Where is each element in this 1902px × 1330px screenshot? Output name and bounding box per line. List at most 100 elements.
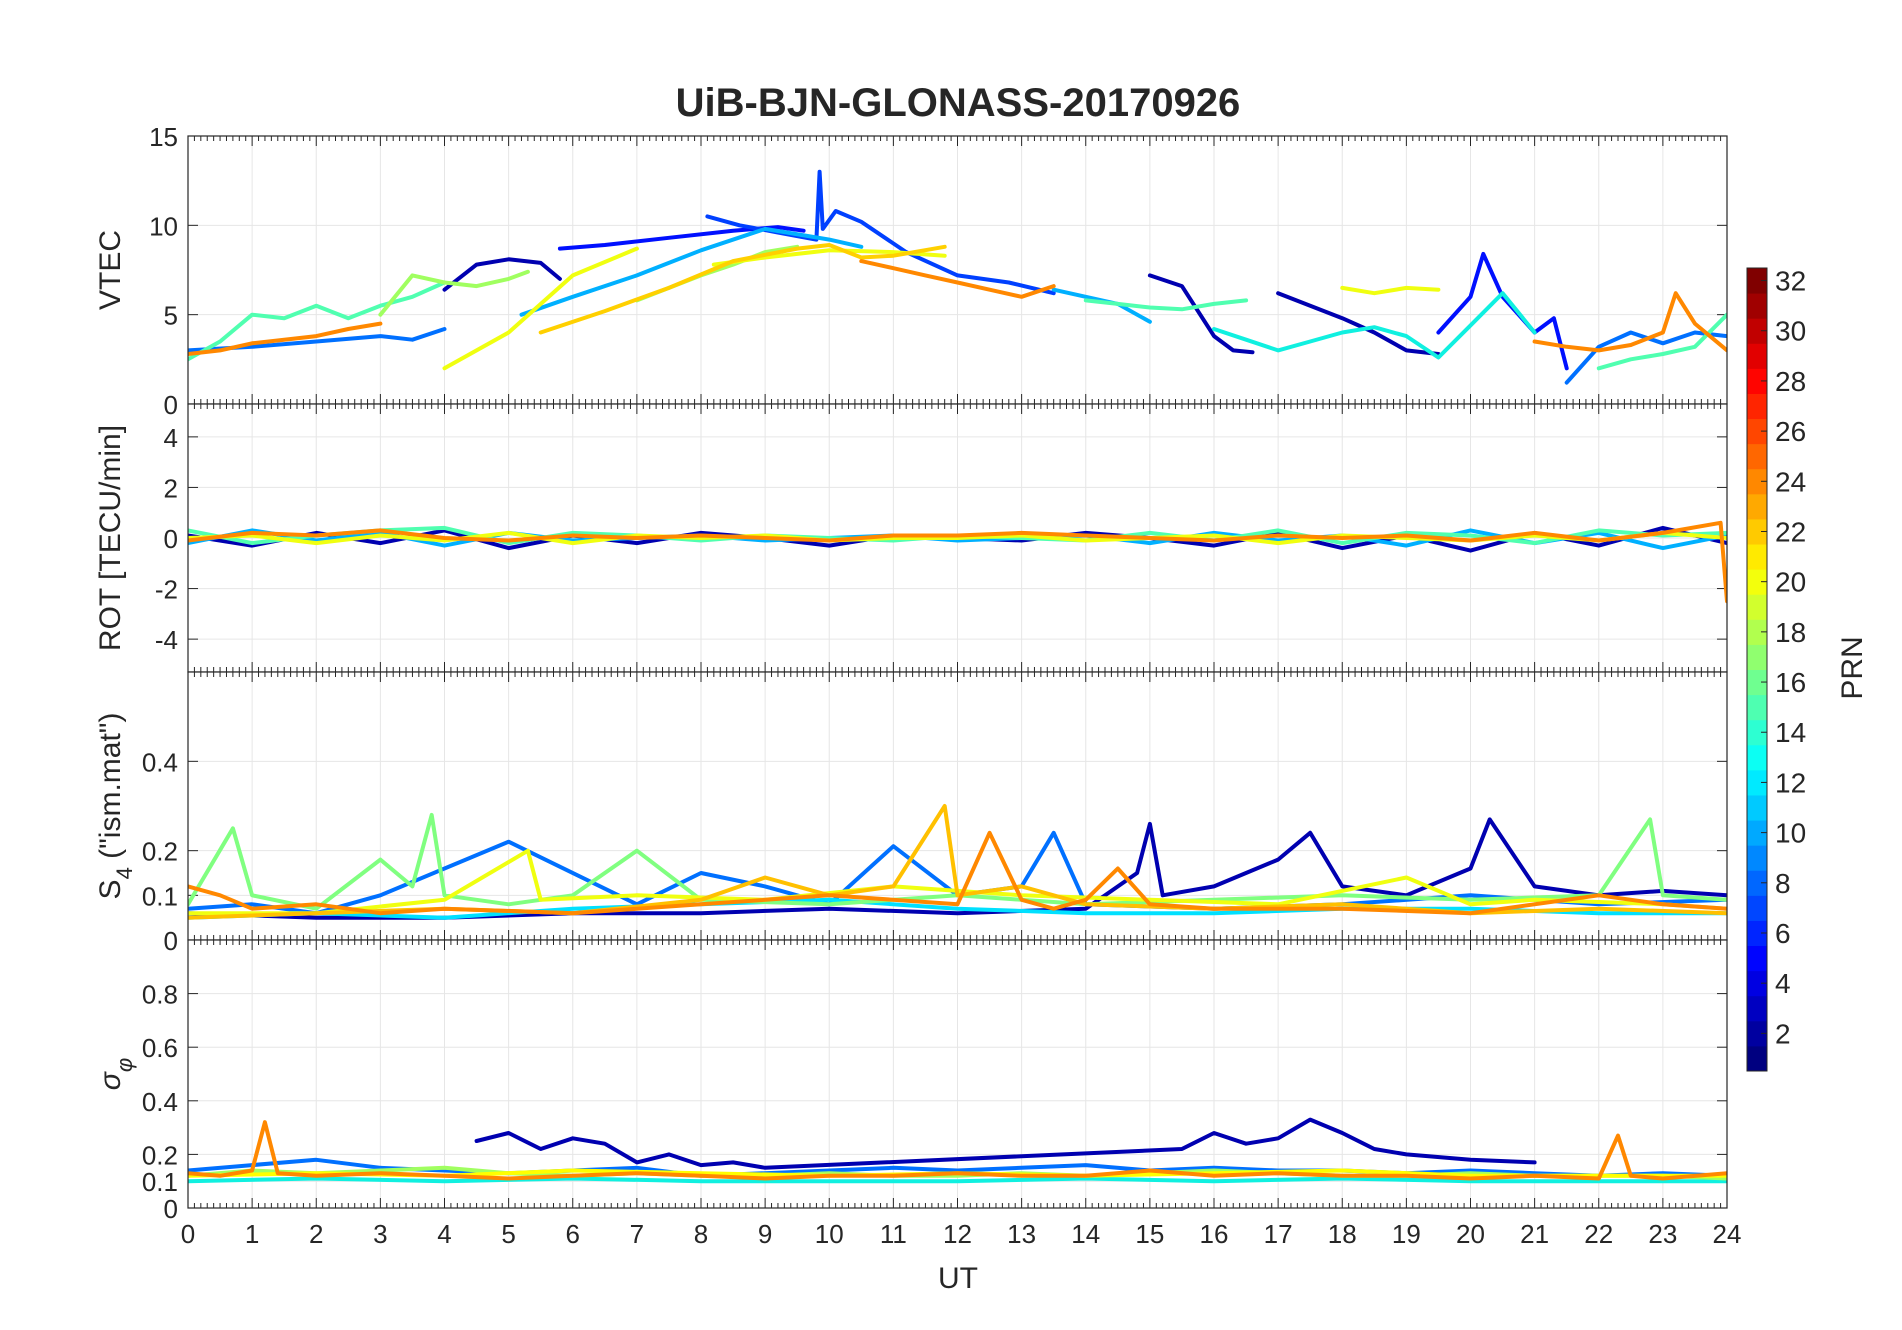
- x-tick-label: 13: [1007, 1219, 1036, 1249]
- colorbar-tick-label: 26: [1775, 416, 1806, 447]
- x-tick-label: 12: [943, 1219, 972, 1249]
- colorbar-swatch: [1747, 268, 1767, 294]
- colorbar-swatch: [1747, 544, 1767, 570]
- panel-s4: 00.10.20.4S4 ("ism.mat"): [94, 671, 1728, 956]
- y-tick-label: 0.1: [142, 1167, 178, 1197]
- series-group: [188, 1117, 1727, 1184]
- colorbar-tick-label: 10: [1775, 818, 1806, 849]
- colorbar-swatch: [1747, 719, 1767, 746]
- y-tick-label: 0: [164, 1194, 178, 1224]
- colorbar-swatch: [1747, 995, 1767, 1022]
- x-axis: 0 1 2 3 4 5 6 7 8 9 10 11 12 13 14 15 16 17 18 19 20 21 22 23 24: [181, 1219, 1742, 1249]
- series-prn-15: [1083, 298, 1249, 312]
- y-tick-label: 0.1: [142, 881, 178, 911]
- colorbar-swatch: [1747, 920, 1767, 947]
- colorbar-tick-label: 18: [1775, 617, 1806, 648]
- colorbar-tick-label: 30: [1775, 316, 1806, 347]
- panel-rot: -4 -2 0 2 4 ROT [TECU/min]: [94, 403, 1728, 673]
- y-axis-label: ROT [TECU/min]: [94, 425, 127, 651]
- colorbar-swatch: [1747, 368, 1767, 394]
- x-tick-label: 18: [1328, 1219, 1357, 1249]
- x-tick-label: 2: [309, 1219, 323, 1249]
- colorbar-swatch: [1747, 945, 1767, 972]
- colorbar-swatch: [1747, 594, 1767, 620]
- chart-title: UiB-BJN-GLONASS-20170926: [676, 81, 1241, 125]
- colorbar-swatch: [1747, 443, 1767, 470]
- y-tick-label: 10: [149, 211, 178, 241]
- series-prn-15: [188, 280, 447, 362]
- series-prn-17: [188, 1165, 1727, 1181]
- series-prn-23: [188, 1120, 1727, 1181]
- y-axis-label: VTEC: [94, 230, 127, 310]
- series-prn-2: [474, 1117, 1537, 1170]
- colorbar-tick-label: 12: [1775, 767, 1806, 798]
- series-prn-4: [557, 225, 806, 251]
- colorbar-tick-label: 2: [1775, 1018, 1791, 1049]
- colorbar-swatch: [1747, 619, 1767, 645]
- series-prn-23: [188, 520, 1727, 604]
- x-tick-label: 14: [1071, 1219, 1100, 1249]
- colorbar-swatch: [1747, 518, 1767, 545]
- y-axis-label-sub: φ: [112, 1058, 137, 1072]
- colorbar-swatch: [1747, 845, 1767, 871]
- x-tick-label: 11: [880, 1219, 907, 1249]
- colorbar-swatch: [1747, 970, 1767, 997]
- colorbar-swatch: [1747, 468, 1767, 495]
- x-tick-label: 9: [758, 1219, 772, 1249]
- x-tick-label: 1: [245, 1219, 259, 1249]
- colorbar-swatch: [1747, 769, 1767, 796]
- y-tick-label: 0.2: [142, 1140, 178, 1170]
- x-tick-label: 16: [1200, 1219, 1229, 1249]
- colorbar-swatch: [1747, 493, 1767, 520]
- colorbar-swatch: [1747, 744, 1767, 771]
- x-tick-label: 0: [181, 1219, 195, 1249]
- series-prn-10: [519, 226, 864, 317]
- colorbar-swatch: [1747, 794, 1767, 821]
- colorbar-tick-label: 16: [1775, 667, 1806, 698]
- series-prn-23: [188, 321, 383, 356]
- colorbar-swatch: [1747, 418, 1767, 445]
- series-prn-7: [188, 1157, 1727, 1178]
- x-tick-label: 4: [437, 1219, 451, 1249]
- x-tick-label: 8: [694, 1219, 708, 1249]
- y-axis-label-main: σ: [94, 1070, 127, 1090]
- series-prn-2: [188, 817, 1727, 920]
- colorbar-tick-label: 6: [1775, 918, 1791, 949]
- colorbar-swatch: [1747, 820, 1767, 846]
- colorbar-tick-label: 32: [1775, 266, 1806, 297]
- series-prn-23: [188, 830, 1727, 916]
- x-tick-label: 23: [1648, 1219, 1677, 1249]
- colorbar-tick-label: 4: [1775, 968, 1791, 999]
- series-group: [188, 804, 1727, 920]
- y-tick-label: 0.2: [142, 837, 178, 867]
- series-prn-19: [442, 246, 639, 371]
- series-prn-17: [378, 269, 530, 317]
- colorbar-border: [1746, 267, 1768, 1072]
- y-tick-label: 0: [164, 390, 178, 420]
- y-tick-label: 0: [164, 524, 178, 554]
- series-prn-23: [1532, 291, 1727, 353]
- y-axis-label-main: S: [94, 879, 127, 899]
- colorbar-tick-label: 14: [1775, 717, 1806, 748]
- colorbar-tick-label: 8: [1775, 868, 1791, 899]
- x-tick-label: 20: [1456, 1219, 1485, 1249]
- series-prn-21: [538, 243, 947, 335]
- colorbar-swatch: [1747, 1045, 1767, 1072]
- series-prn-4: [1436, 251, 1569, 371]
- colorbar-tick-label: 20: [1775, 567, 1806, 598]
- panel-sigma: 00.10.2 0.4 0.6 0.8 σφ: [94, 939, 1728, 1224]
- x-tick-label: 19: [1392, 1219, 1421, 1249]
- y-tick-label: 5: [164, 301, 178, 331]
- x-tick-label: 3: [373, 1219, 387, 1249]
- colorbar-swatch: [1747, 644, 1767, 670]
- series-prn-23: [859, 259, 1056, 299]
- y-tick-label: 0.4: [142, 1087, 178, 1117]
- y-axis-label: σφ: [94, 1058, 137, 1090]
- series-prn-2: [1276, 291, 1441, 356]
- y-tick-label: 0.8: [142, 980, 178, 1010]
- y-axis-label-rest: ("ism.mat"): [94, 713, 127, 868]
- y-tick-label: 0.4: [142, 747, 178, 777]
